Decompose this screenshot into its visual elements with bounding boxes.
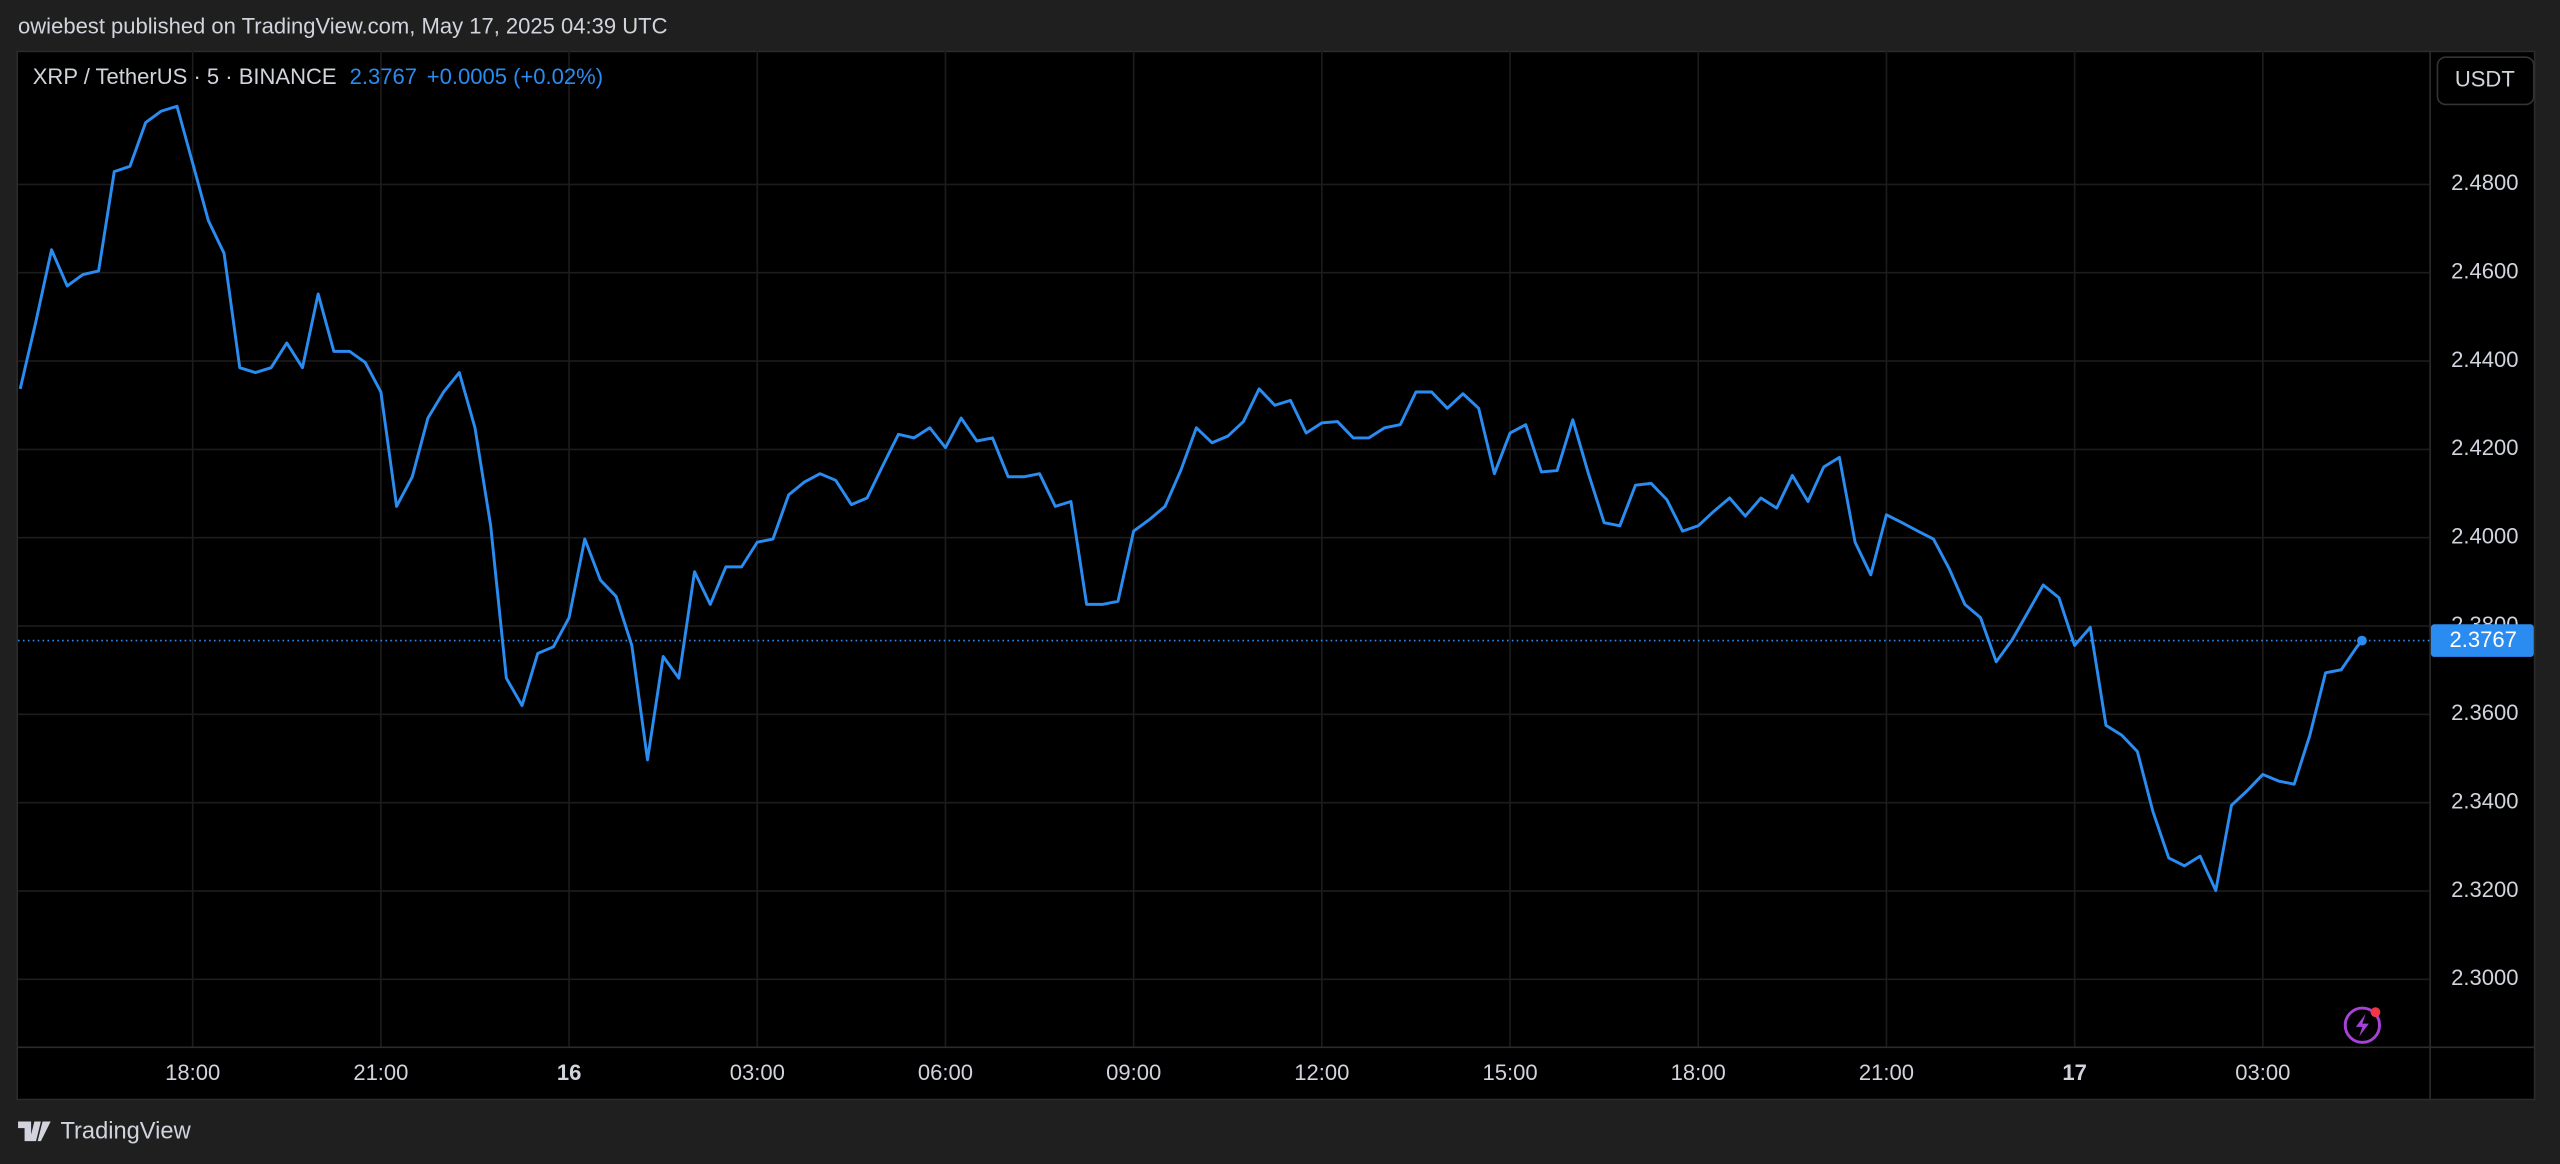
brand: TradingView [18,1118,192,1144]
last-price-tag-label: 2.3767 [2450,627,2517,652]
x-tick-label: 21:00 [353,1060,408,1085]
last-price: 2.3767 [350,64,417,89]
x-tick-label: 03:00 [730,1060,785,1085]
currency-button[interactable] [2436,56,2535,106]
last-price-tag [2430,624,2534,657]
y-tick-label: 2.4200 [2451,435,2518,460]
y-tick-label: 2.3400 [2451,788,2518,813]
price-line [18,104,2364,893]
x-tick-label: 16 [557,1060,582,1085]
alert-bolt[interactable] [2355,1013,2369,1037]
alert-dot[interactable] [2370,1007,2381,1018]
y-tick-label: 2.4000 [2451,524,2518,549]
brand-logo [18,1121,51,1142]
alert-icon[interactable] [2343,1006,2381,1044]
x-tick-label: 18:00 [165,1060,220,1085]
currency-label[interactable]: USDT [2455,67,2515,92]
x-tick-label: 03:00 [2235,1060,2290,1085]
x-tick-label: 09:00 [1106,1060,1161,1085]
price-change: +0.0005 (+0.02%) [427,64,603,89]
last-point [2357,635,2367,646]
x-tick-label: 18:00 [1671,1060,1726,1085]
symbol: XRP / TetherUS · 5 · BINANCE [33,64,337,89]
x-tick-label: 06:00 [918,1060,973,1085]
y-tick-label: 2.3600 [2451,700,2518,725]
y-tick-label: 2.4600 [2451,259,2518,284]
y-tick-label: 2.3200 [2451,877,2518,902]
brand-name: TradingView [60,1118,191,1144]
plot: 2.30002.32002.34002.36002.38002.40002.42… [18,104,2534,1085]
chart-panel [16,50,2536,1101]
alert-ring[interactable] [2343,1006,2381,1044]
x-tick-label: 12:00 [1294,1060,1349,1085]
x-tick-label: 15:00 [1482,1060,1537,1085]
y-tick-label: 2.4400 [2451,347,2518,372]
y-tick-label: 2.4800 [2451,170,2518,195]
byline: owiebest published on TradingView.com, M… [18,14,668,39]
x-tick-label: 21:00 [1859,1060,1914,1085]
x-tick-label: 17 [2062,1060,2087,1085]
y-tick-label: 2.3000 [2451,965,2518,990]
